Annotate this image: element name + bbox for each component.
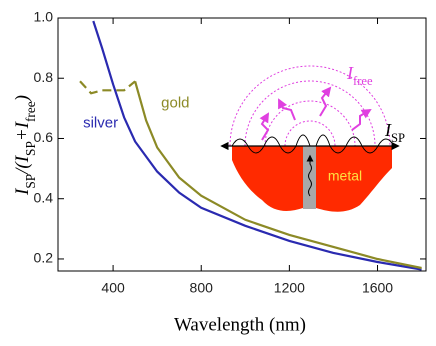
y-tick-label: 0.8 <box>34 69 54 85</box>
series-line <box>134 81 422 270</box>
text-part: free <box>353 74 373 88</box>
text-part: /( <box>12 161 33 175</box>
y-tick-label: 1.0 <box>34 9 54 25</box>
text-part: I <box>12 120 33 129</box>
y-tick-label: 0.2 <box>34 250 54 266</box>
text-part: I <box>12 154 33 163</box>
text-part: I <box>12 187 33 196</box>
annotation-free: Ifree <box>346 63 373 88</box>
y-tick-label: 0.6 <box>34 129 54 145</box>
text-part: SP <box>23 141 38 156</box>
plot-frame <box>57 17 427 272</box>
series-label: gold <box>161 94 189 111</box>
text-part: SP <box>391 131 405 145</box>
annotation-sp: ISP <box>384 120 405 145</box>
incident-arrow <box>306 154 314 197</box>
text-part: I <box>346 63 354 83</box>
slit <box>303 146 316 209</box>
text-part: + <box>12 128 33 141</box>
series-line <box>79 80 136 95</box>
series-label: silver <box>83 114 118 131</box>
inset-diagram: Ifree ISP metal <box>220 63 405 212</box>
text-part: SP <box>23 174 38 189</box>
x-tick-label: 1600 <box>362 280 393 296</box>
y-tick-label: 0.4 <box>34 189 54 205</box>
x-axis-label: Wavelength (nm) <box>174 314 306 335</box>
wave-arcs <box>229 65 391 147</box>
x-tick-label: 1200 <box>274 280 305 296</box>
y-axis-label: ISP/(ISP+Ifree) <box>12 95 37 196</box>
series-line <box>92 20 422 271</box>
free-arrows <box>259 86 372 141</box>
text-part: ) <box>12 95 33 102</box>
x-tick-label: 400 <box>101 280 125 296</box>
x-tick-label: 800 <box>190 280 214 296</box>
sp-wave <box>231 134 395 154</box>
annotation-metal: metal <box>328 168 362 184</box>
text-part: free <box>23 101 38 122</box>
text-part: I <box>384 120 392 140</box>
